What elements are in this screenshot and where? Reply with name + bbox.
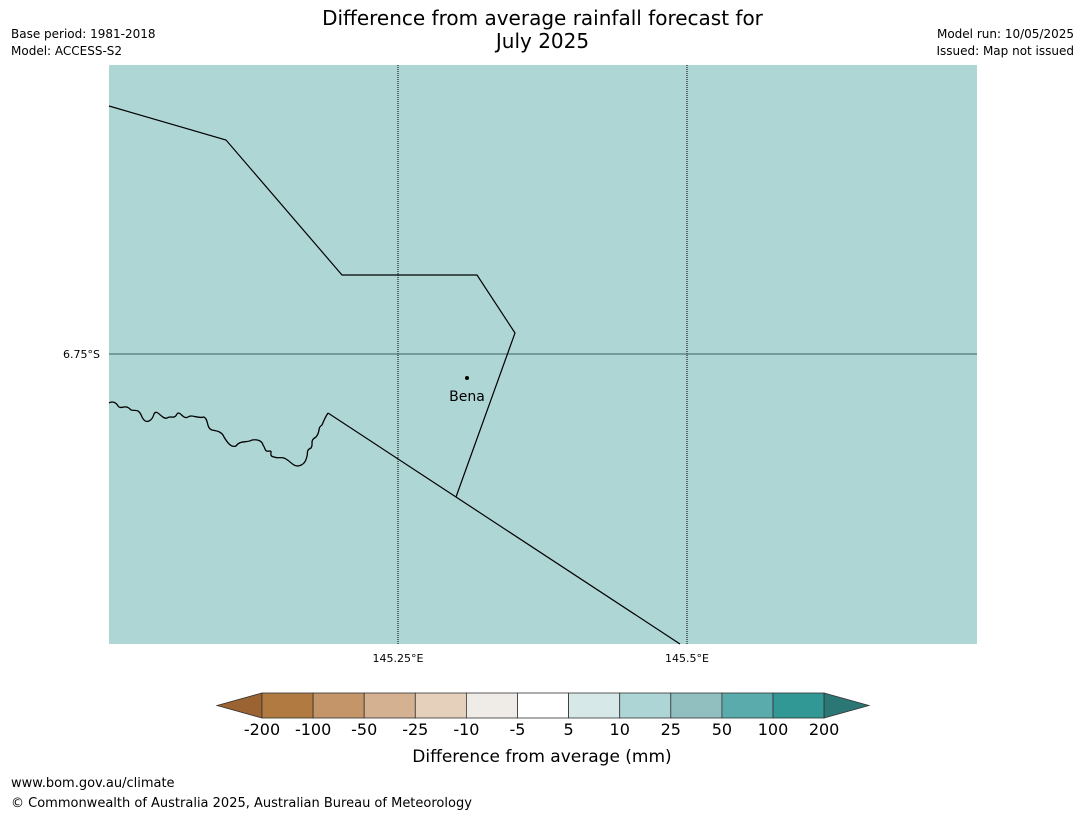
- colorbar-box: [670, 692, 723, 719]
- footer-url: www.bom.gov.au/climate: [11, 776, 175, 791]
- colorbar-title: Difference from average (mm): [412, 747, 671, 767]
- colorbar-box: [312, 692, 365, 719]
- province-boundary-south: [327, 412, 681, 645]
- colorbar-tick-label: -5: [510, 720, 526, 739]
- colorbar-box: [721, 692, 774, 719]
- colorbar-tick-label: 25: [661, 720, 681, 739]
- colorbar-box: [414, 692, 467, 719]
- model-text: Model: ACCESS-S2: [11, 44, 123, 58]
- colorbar-tick-label: 10: [610, 720, 630, 739]
- lon-label-145-5: 145.5°E: [665, 652, 709, 665]
- colorbar-box: [465, 692, 518, 719]
- lon-label-145-25: 145.25°E: [373, 652, 424, 665]
- place-label-bena: Bena: [449, 389, 485, 405]
- colorbar: -200 -100 -50 -25 -10 -5 5 10 25 50 100 200: [215, 692, 871, 739]
- lat-label-6-75: 6.75°S: [63, 348, 100, 361]
- colorbar-box: [517, 692, 569, 719]
- title-line-2: July 2025: [495, 29, 590, 53]
- colorbar-tick-label: 5: [564, 720, 574, 739]
- colorbar-box: [772, 692, 825, 719]
- place-marker-bena: [465, 376, 469, 380]
- colorbar-extend-high: [823, 692, 871, 719]
- colorbar-box: [363, 692, 416, 719]
- province-boundary: [108, 105, 516, 498]
- colorbar-tick-label: -50: [351, 720, 377, 739]
- colorbar-tick-label: -100: [295, 720, 331, 739]
- model-run-text: Model run: 10/05/2025: [936, 27, 1074, 41]
- issued-text: Issued: Map not issued: [936, 44, 1074, 58]
- colorbar-extend-low: [215, 692, 263, 719]
- colorbar-tick-label: -10: [453, 720, 479, 739]
- header-left: Base period: 1981-2018 Model: ACCESS-S2: [11, 26, 156, 60]
- colorbar-tick-label: 50: [712, 720, 732, 739]
- colorbar-tick-label: -25: [402, 720, 428, 739]
- colorbar-box: [261, 692, 314, 719]
- map-title: Difference from average rainfall forecas…: [0, 7, 1085, 53]
- colorbar-box: [568, 692, 621, 719]
- colorbar-tick-label: 200: [809, 720, 840, 739]
- colorbar-box: [619, 692, 672, 719]
- header-right: Model run: 10/05/2025 Issued: Map not is…: [936, 26, 1074, 60]
- colorbar-tick-label: 100: [758, 720, 789, 739]
- footer-copyright: © Commonwealth of Australia 2025, Austra…: [11, 796, 472, 811]
- river-line: [108, 401, 329, 467]
- base-period-text: Base period: 1981-2018: [11, 27, 156, 41]
- title-line-1: Difference from average rainfall forecas…: [322, 6, 763, 30]
- colorbar-tick-label: -200: [244, 720, 280, 739]
